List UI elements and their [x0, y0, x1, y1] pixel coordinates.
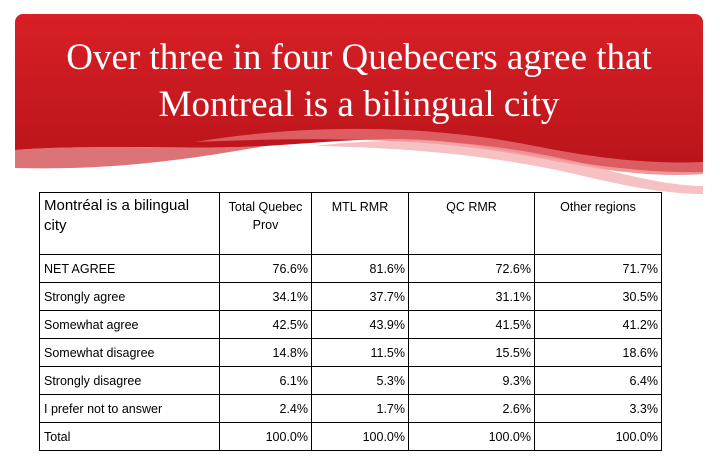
table-cell: 43.9% — [311, 310, 409, 339]
table-cell: 100.0% — [408, 422, 535, 451]
table-cell: 34.1% — [219, 282, 312, 311]
banner-background — [15, 14, 703, 194]
table-cell: 41.5% — [408, 310, 535, 339]
table-row: Total 100.0% 100.0% 100.0% 100.0% — [39, 422, 662, 451]
table-cell: 31.1% — [408, 282, 535, 311]
table-cell: 1.7% — [311, 394, 409, 423]
table-row: Strongly disagree 6.1% 5.3% 9.3% 6.4% — [39, 366, 662, 395]
table-cell: 2.6% — [408, 394, 535, 423]
column-header: Total Quebec Prov — [219, 192, 312, 255]
table-row: Somewhat agree 42.5% 43.9% 41.5% 41.2% — [39, 310, 662, 339]
table-cell: 18.6% — [534, 338, 662, 367]
table-cell: 100.0% — [219, 422, 312, 451]
table-cell: 6.1% — [219, 366, 312, 395]
table-cell: 41.2% — [534, 310, 662, 339]
title-banner: Over three in four Quebecers agree that … — [15, 14, 703, 194]
table-row: I prefer not to answer 2.4% 1.7% 2.6% 3.… — [39, 394, 662, 423]
row-label: Total — [39, 422, 220, 451]
slide-title: Over three in four Quebecers agree that … — [15, 34, 703, 128]
table-cell: 30.5% — [534, 282, 662, 311]
table-cell: 5.3% — [311, 366, 409, 395]
table-cell: 14.8% — [219, 338, 312, 367]
results-table: Montréal is a bilingual city Total Quebe… — [39, 192, 662, 451]
table-cell: 71.7% — [534, 254, 662, 283]
corner-label: Montréal is a bilingual city — [39, 192, 220, 255]
table-cell: 76.6% — [219, 254, 312, 283]
table-row: Somewhat disagree 14.8% 11.5% 15.5% 18.6… — [39, 338, 662, 367]
table-row: Strongly agree 34.1% 37.7% 31.1% 30.5% — [39, 282, 662, 311]
table-cell: 100.0% — [311, 422, 409, 451]
row-label: Strongly disagree — [39, 366, 220, 395]
row-label: I prefer not to answer — [39, 394, 220, 423]
row-label: Somewhat agree — [39, 310, 220, 339]
table-cell: 100.0% — [534, 422, 662, 451]
table-cell: 3.3% — [534, 394, 662, 423]
title-line-1: Over three in four Quebecers agree that — [66, 37, 652, 78]
table-cell: 37.7% — [311, 282, 409, 311]
table-cell: 81.6% — [311, 254, 409, 283]
table-cell: 11.5% — [311, 338, 409, 367]
table-cell: 15.5% — [408, 338, 535, 367]
table-row: NET AGREE 76.6% 81.6% 72.6% 71.7% — [39, 254, 662, 283]
header-row: Montréal is a bilingual city Total Quebe… — [39, 192, 662, 255]
table-cell: 72.6% — [408, 254, 535, 283]
table-cell: 42.5% — [219, 310, 312, 339]
table-cell: 6.4% — [534, 366, 662, 395]
row-label: Strongly agree — [39, 282, 220, 311]
column-header: Other regions — [534, 192, 662, 255]
column-header: MTL RMR — [311, 192, 409, 255]
row-label: NET AGREE — [39, 254, 220, 283]
row-label: Somewhat disagree — [39, 338, 220, 367]
column-header: QC RMR — [408, 192, 535, 255]
table-cell: 9.3% — [408, 366, 535, 395]
table-cell: 2.4% — [219, 394, 312, 423]
title-line-2: Montreal is a bilingual city — [158, 84, 560, 125]
